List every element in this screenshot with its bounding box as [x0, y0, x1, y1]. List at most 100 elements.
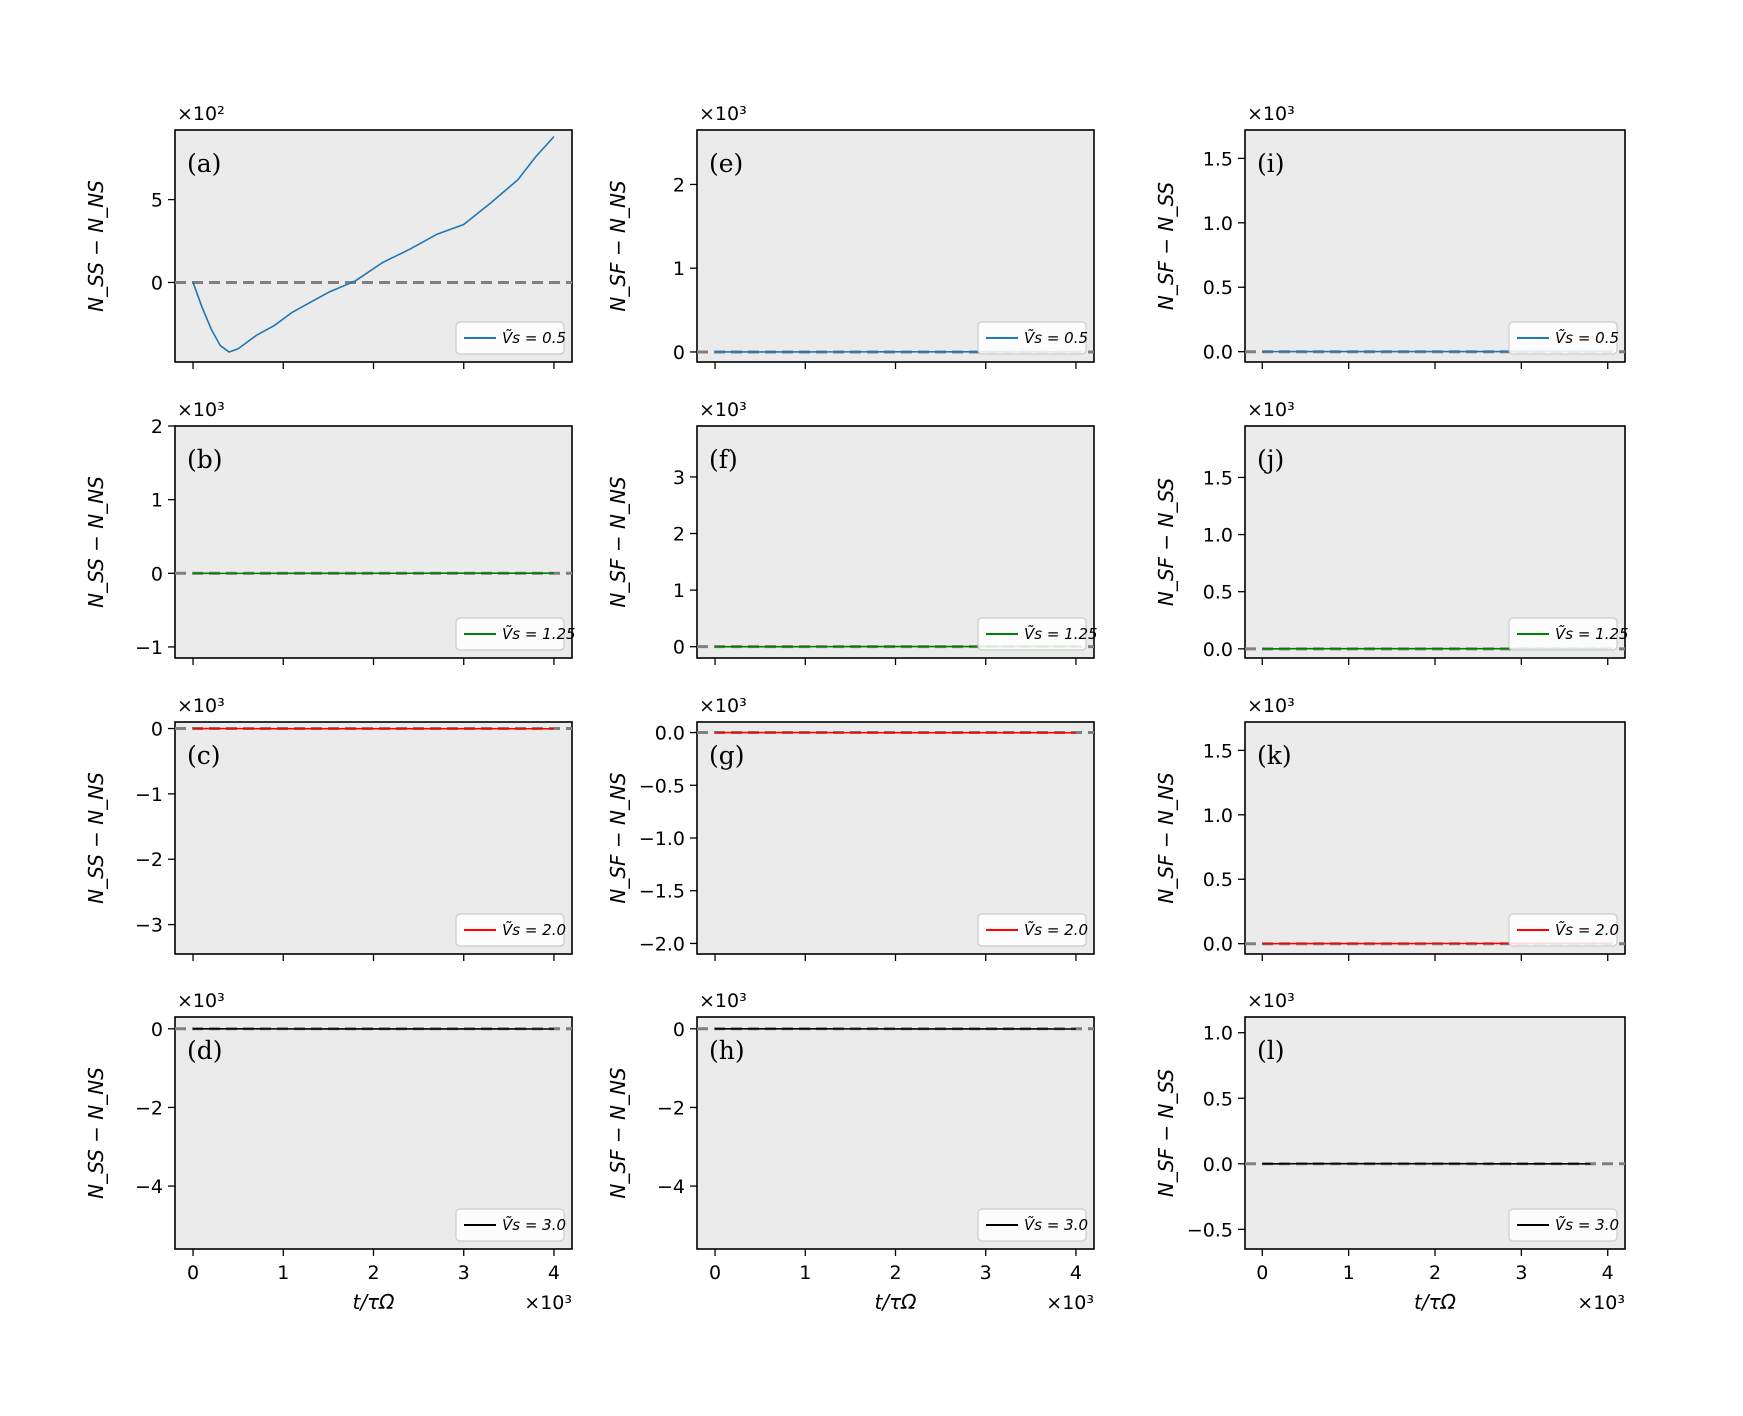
- x-tick-label: 3: [1515, 1262, 1527, 1284]
- y-tick-label: 1.0: [1203, 525, 1233, 547]
- y-tick-label: −4: [657, 1176, 685, 1198]
- legend-box: [455, 321, 565, 355]
- y-axis-label: N_SF − N_NS: [606, 180, 630, 312]
- y-tick-label: 1.0: [1203, 213, 1233, 235]
- legend-box: [1508, 1208, 1618, 1242]
- legend-label: Ṽs = 3.0: [1555, 1215, 1619, 1234]
- legend-label: Ṽs = 1.25: [1555, 624, 1629, 643]
- y-axis-label: N_SF − N_SS: [1154, 1069, 1178, 1198]
- panel-label: (i): [1257, 149, 1285, 178]
- y-tick-label: 0.0: [1203, 934, 1233, 956]
- y-axis-label: N_SF − N_NS: [606, 1067, 630, 1199]
- y-tick-label: 2: [673, 524, 685, 546]
- y-scale-label: ×10³: [1247, 695, 1295, 717]
- legend-label: Ṽs = 3.0: [502, 1215, 566, 1234]
- y-axis-label: N_SS − N_NS: [84, 772, 108, 904]
- y-tick-label: 1.5: [1203, 467, 1233, 489]
- panel-label: (k): [1257, 741, 1292, 770]
- x-tick-label: 0: [1256, 1262, 1268, 1284]
- y-tick-label: 1: [151, 490, 163, 512]
- y-tick-label: 3: [673, 467, 685, 489]
- panel-j: 0.0 0.5 1.0 1.5 ×10³ (j) N_SF − N_SS Ṽs = 1.25: [1154, 399, 1629, 665]
- y-axis-label: N_SS − N_NS: [84, 476, 108, 608]
- y-tick-label: −4: [135, 1176, 163, 1198]
- panel-e: 0 1 2 ×10³ (e) N_SF − N_NS Ṽs = 0.5: [606, 103, 1095, 369]
- y-tick-label: −1: [135, 784, 163, 806]
- y-tick-label: 1.5: [1203, 148, 1233, 170]
- y-tick-label: 1.5: [1203, 740, 1233, 762]
- x-scale-label: ×10³: [524, 1292, 572, 1314]
- y-axis-label: N_SF − N_SS: [1154, 478, 1178, 607]
- panel-label: (c): [187, 741, 221, 770]
- y-scale-label: ×10³: [699, 695, 747, 717]
- panel-a: 0 5 ×10² (a) N_SS − N_NS Ṽs = 0.5: [84, 103, 573, 369]
- panel-label: (a): [187, 149, 221, 178]
- x-tick-label: 1: [799, 1262, 811, 1284]
- y-tick-label: −2: [657, 1097, 685, 1119]
- panel-label: (b): [187, 445, 223, 474]
- y-scale-label: ×10³: [177, 399, 225, 421]
- y-tick-label: 0: [673, 1019, 685, 1041]
- y-tick-label: −0.5: [1187, 1219, 1233, 1241]
- x-axis-label: t/τΩ: [353, 1290, 396, 1314]
- y-tick-label: 0.0: [1203, 342, 1233, 364]
- y-tick-label: 0: [151, 563, 163, 585]
- y-tick-label: 2: [673, 174, 685, 196]
- legend-box: [977, 617, 1087, 651]
- panel-label: (j): [1257, 445, 1284, 474]
- y-axis-label: N_SF − N_NS: [1154, 772, 1178, 904]
- legend-label: Ṽs = 2.0: [1024, 920, 1088, 939]
- panel-f: 0 1 2 3 ×10³ (f) N_SF − N_NS Ṽs = 1.25: [606, 399, 1098, 665]
- y-axis-label: N_SF − N_SS: [1154, 182, 1178, 311]
- y-axis-label: N_SS − N_NS: [84, 180, 108, 312]
- panel-g: −2.0 −1.5 −1.0 −0.5 0.0 ×10³ (g) N_SF − N_NS Ṽs …: [606, 695, 1095, 961]
- x-tick-label: 2: [889, 1262, 901, 1284]
- y-scale-label: ×10³: [699, 103, 747, 125]
- y-tick-label: −0.5: [639, 775, 685, 797]
- y-tick-label: 0.5: [1203, 1088, 1233, 1110]
- x-tick-label: 4: [1602, 1262, 1614, 1284]
- y-tick-label: −2: [135, 849, 163, 871]
- x-tick-label: 3: [980, 1262, 992, 1284]
- legend-box: [455, 913, 565, 947]
- legend-box: [977, 1208, 1087, 1242]
- legend-box: [1508, 321, 1618, 355]
- panel-label: (h): [709, 1036, 745, 1065]
- y-scale-label: ×10³: [1247, 990, 1295, 1012]
- y-axis-label: N_SS − N_NS: [84, 1067, 108, 1199]
- y-tick-label: −1.0: [639, 828, 685, 850]
- y-scale-label: ×10³: [699, 399, 747, 421]
- panel-label: (g): [709, 741, 745, 770]
- x-tick-label: 1: [1343, 1262, 1355, 1284]
- legend-box: [1508, 913, 1618, 947]
- y-tick-label: −1.5: [639, 881, 685, 903]
- x-tick-label: 4: [548, 1262, 560, 1284]
- y-tick-label: −2.0: [639, 933, 685, 955]
- y-tick-label: −3: [135, 915, 163, 937]
- y-axis-label: N_SF − N_NS: [606, 772, 630, 904]
- legend-label: Ṽs = 2.0: [502, 920, 566, 939]
- y-tick-label: 0: [673, 637, 685, 659]
- legend-box: [455, 1208, 565, 1242]
- y-tick-label: −2: [135, 1097, 163, 1119]
- y-tick-label: 2: [151, 416, 163, 438]
- legend-label: Ṽs = 1.25: [502, 624, 576, 643]
- y-tick-label: 1: [673, 580, 685, 602]
- panel-d: −4 −2 0 0 1 2 3 4 ×10³ (d) N_SS − N_NS Ṽs = 3.0 t/τΩ…: [84, 990, 573, 1314]
- x-tick-label: 3: [458, 1262, 470, 1284]
- legend-label: Ṽs = 0.5: [1024, 328, 1088, 347]
- y-tick-label: 0.5: [1203, 869, 1233, 891]
- x-axis-label: t/τΩ: [1414, 1290, 1457, 1314]
- panel-label: (f): [709, 445, 738, 474]
- legend-label: Ṽs = 0.5: [502, 328, 566, 347]
- x-axis-label: t/τΩ: [875, 1290, 918, 1314]
- y-tick-label: 0: [673, 342, 685, 364]
- legend-label: Ṽs = 1.25: [1024, 624, 1098, 643]
- y-axis-label: N_SF − N_NS: [606, 476, 630, 608]
- panel-h: −4 −2 0 0 1 2 3 4 ×10³ (h) N_SF − N_NS Ṽs = 3.0 t/τΩ…: [606, 990, 1095, 1314]
- y-scale-label: ×10³: [177, 990, 225, 1012]
- y-scale-label: ×10²: [177, 103, 225, 125]
- panel-c: −3 −2 −1 0 ×10³ (c) N_SS − N_NS Ṽs = 2.0: [84, 695, 573, 961]
- legend-box: [1508, 617, 1618, 651]
